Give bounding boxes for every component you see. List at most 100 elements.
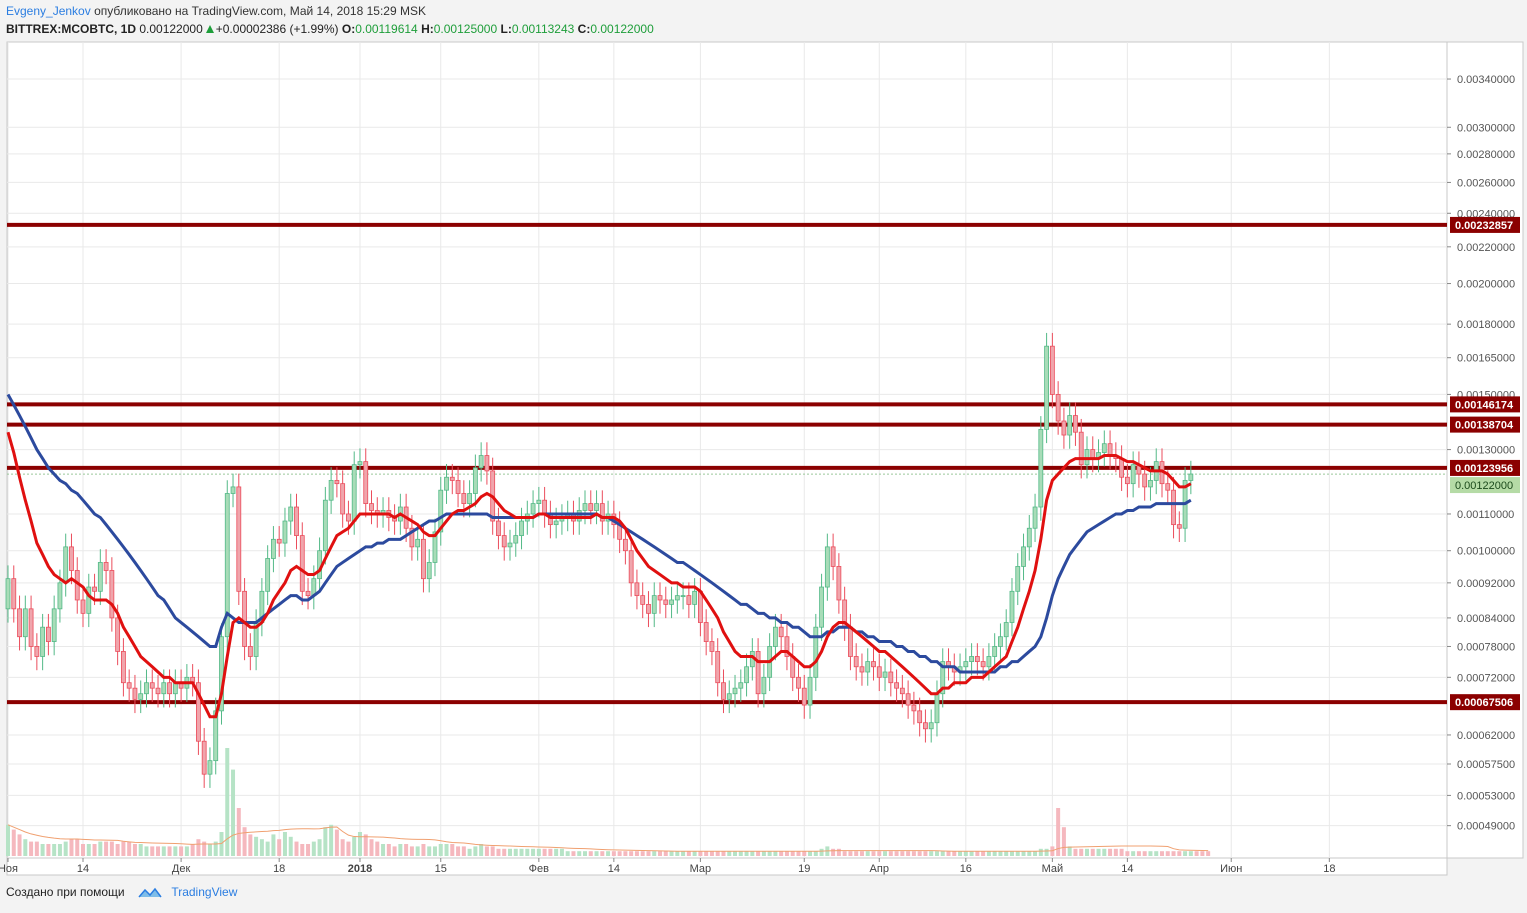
candle-body bbox=[894, 682, 899, 689]
volume-bar bbox=[513, 848, 518, 856]
time-tick-label: Ноя bbox=[0, 863, 18, 875]
candle-body bbox=[928, 722, 934, 730]
candle-body bbox=[1107, 443, 1113, 456]
candle-body bbox=[1038, 428, 1044, 508]
volume-bar bbox=[998, 851, 1003, 856]
volume-bar bbox=[317, 839, 322, 856]
candle-body bbox=[542, 499, 548, 515]
volume-bar bbox=[1015, 851, 1020, 856]
volume-bar bbox=[721, 851, 726, 856]
volume-bar bbox=[894, 851, 899, 856]
price-chart[interactable]: 0.00340000 0.00300000 0.00280000 0.00260000… bbox=[0, 40, 1527, 878]
candle-body bbox=[432, 531, 438, 563]
volume-bar bbox=[196, 839, 201, 856]
volume-bar bbox=[398, 844, 403, 856]
candle-body bbox=[138, 693, 144, 700]
volume-bar bbox=[294, 841, 299, 856]
ema-fast-line bbox=[6, 431, 1192, 719]
candle-body bbox=[876, 666, 882, 678]
price-tick-label: 0.00078000 bbox=[1457, 641, 1515, 653]
candle-body bbox=[663, 599, 669, 605]
volume-bar bbox=[611, 851, 616, 856]
volume-bar bbox=[40, 844, 45, 856]
volume-bar bbox=[600, 851, 605, 856]
price-tick-label: 0.00053000 bbox=[1457, 790, 1515, 802]
volume-bar bbox=[831, 848, 836, 856]
candle-body bbox=[1055, 394, 1061, 422]
candle-body bbox=[265, 558, 271, 592]
volume-bar bbox=[640, 851, 645, 856]
volume-bar bbox=[271, 834, 276, 856]
volume-bar bbox=[865, 851, 870, 856]
high-label: H: bbox=[421, 22, 434, 36]
price-tick-label: 0.00260000 bbox=[1457, 177, 1515, 189]
candle-body bbox=[161, 682, 167, 695]
price-tick-label: 0.00092000 bbox=[1457, 578, 1515, 590]
volume-bar bbox=[888, 851, 893, 856]
volume-bar bbox=[115, 844, 120, 856]
volume-bar bbox=[963, 851, 968, 856]
volume-bar bbox=[265, 841, 270, 856]
level-price-label: 0.00138704 bbox=[1455, 420, 1514, 432]
price-tick-label: 0.00200000 bbox=[1457, 279, 1515, 291]
candle-body bbox=[299, 535, 305, 592]
volume-bar bbox=[144, 846, 149, 856]
volume-bar bbox=[1200, 851, 1205, 856]
volume-bar bbox=[11, 829, 16, 856]
candle-body bbox=[196, 682, 201, 742]
volume-bar bbox=[1108, 848, 1113, 856]
volume-bar bbox=[1090, 848, 1095, 856]
candle-body bbox=[115, 617, 121, 652]
volume-bar bbox=[525, 848, 530, 856]
high-value: 0.00125000 bbox=[433, 22, 498, 36]
candle-body bbox=[167, 682, 172, 695]
volume-bar bbox=[404, 844, 409, 856]
tradingview-logo-icon[interactable] bbox=[138, 886, 162, 903]
volume-bar bbox=[288, 836, 293, 856]
tradingview-link[interactable]: TradingView bbox=[171, 885, 238, 899]
candle-body bbox=[784, 636, 790, 657]
volume-bar bbox=[906, 851, 911, 856]
candle-body bbox=[940, 661, 946, 695]
volume-bar bbox=[934, 851, 939, 856]
volume-bar bbox=[34, 841, 39, 856]
level-price-label-bg bbox=[1450, 694, 1520, 711]
volume-bar bbox=[981, 851, 986, 856]
volume-bar bbox=[969, 851, 974, 856]
volume-bar bbox=[1004, 851, 1009, 856]
candle-body bbox=[657, 595, 663, 601]
candle-body bbox=[121, 651, 126, 684]
candle-body bbox=[155, 687, 161, 695]
volume-bar bbox=[179, 846, 184, 856]
volume-bar bbox=[375, 841, 380, 856]
candle-body bbox=[801, 687, 807, 706]
volume-bar bbox=[1096, 848, 1101, 856]
candle-body bbox=[1032, 506, 1038, 529]
candle-body bbox=[513, 535, 519, 544]
candle-body bbox=[201, 740, 207, 775]
volume-bar bbox=[588, 851, 593, 856]
published-text: опубликовано на TradingView.com, Май 14,… bbox=[94, 4, 426, 18]
candle-body bbox=[472, 467, 478, 494]
candle-body bbox=[871, 661, 876, 668]
candle-body bbox=[109, 570, 115, 619]
candle-body bbox=[848, 626, 853, 657]
price-tick-label: 0.00300000 bbox=[1457, 122, 1515, 134]
candle-body bbox=[992, 646, 998, 657]
price-tick-label: 0.00165000 bbox=[1457, 353, 1515, 365]
volume-bar bbox=[779, 851, 784, 856]
candle-body bbox=[11, 578, 17, 610]
candle-body bbox=[478, 455, 484, 469]
price-tick-label: 0.00220000 bbox=[1457, 242, 1515, 254]
author-link[interactable]: Evgeny_Jenkov bbox=[6, 4, 91, 18]
volume-bar bbox=[369, 839, 374, 856]
volume-bar bbox=[773, 851, 778, 856]
volume-bar bbox=[6, 824, 10, 856]
price-tick-label: 0.00084000 bbox=[1457, 613, 1515, 625]
volume-bar bbox=[450, 844, 455, 856]
candle-body bbox=[963, 661, 969, 668]
volume-bar bbox=[836, 848, 841, 856]
volume-bar bbox=[929, 851, 934, 856]
volume-bar bbox=[46, 844, 51, 856]
volume-bar bbox=[306, 844, 311, 856]
